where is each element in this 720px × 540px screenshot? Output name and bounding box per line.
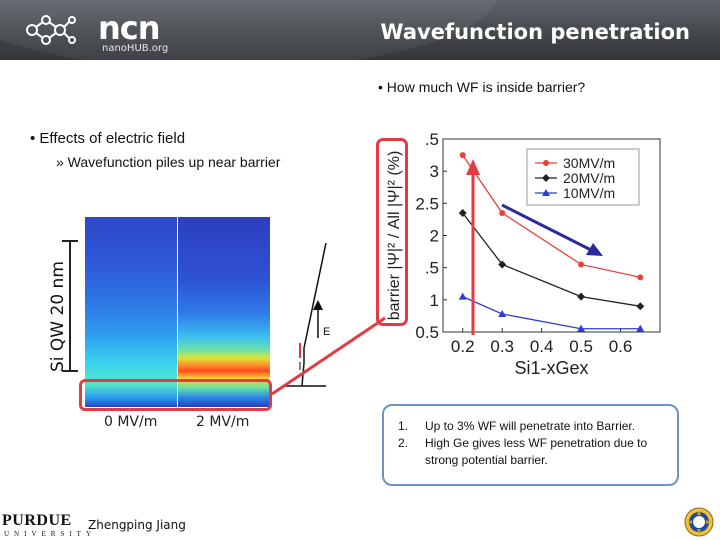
- data-point: [542, 189, 550, 196]
- panel-label-2mvm: 2 MV/m: [196, 414, 250, 430]
- data-point: [498, 260, 507, 269]
- field-label: E: [323, 326, 331, 338]
- qw-bracket: [62, 240, 78, 372]
- purdue-subtitle: UNIVERSITY: [4, 530, 96, 538]
- qw-axis-label: Si QW 20 nm: [48, 261, 68, 372]
- purdue-logo: PURDUE UNIVERSITY: [0, 512, 91, 540]
- sub-bullet: » Wavefunction piles up near barrier: [56, 154, 281, 170]
- y-axis-label: barrier |Ψ|² / All |Ψ|² (%): [386, 151, 403, 321]
- data-point: [637, 274, 644, 281]
- header-banner: ncn nanoHUB.org Wavefunction penetration: [0, 0, 720, 60]
- data-point: [459, 152, 466, 159]
- y-tick-label: 3: [430, 162, 439, 181]
- note-text: Up to 3% WF will penetrate into Barrier.: [425, 419, 636, 433]
- wavefunction-map-0mvm: [85, 217, 177, 407]
- y-tick-label: 0.5: [415, 323, 439, 342]
- x-tick-label: 0.6: [609, 337, 633, 356]
- y-tick-label: 2: [430, 227, 439, 246]
- purdue-wordmark: PURDUE: [2, 512, 72, 529]
- author-name: Zhengping Jiang: [88, 518, 186, 532]
- note-text: High Ge gives less WF penetration due to…: [425, 436, 648, 467]
- panel-label-0mvm: 0 MV/m: [104, 414, 158, 430]
- note-number: 2.: [398, 436, 409, 450]
- wavefunction-map-2mvm: [178, 217, 270, 407]
- data-point: [578, 261, 585, 268]
- notes-box: 1. Up to 3% WF will penetrate into Barri…: [382, 404, 679, 486]
- data-point: [499, 209, 506, 216]
- nsf-seal-icon: [684, 507, 714, 537]
- x-axis-label: Si1-xGex: [514, 358, 588, 375]
- data-point: [542, 174, 550, 182]
- page-title: Wavefunction penetration: [380, 20, 690, 44]
- y-tick-label: .5: [425, 130, 439, 149]
- field-sketch: [284, 242, 327, 387]
- data-point: [498, 309, 507, 317]
- note-number: 1.: [398, 419, 409, 433]
- penetration-chart: .532.52.510.50.2 0.3 0.4 0.5 0.6Si1-xGexbarr…: [386, 130, 661, 375]
- series-line: [462, 296, 641, 330]
- logo-wordmark: ncn: [98, 9, 161, 47]
- y-tick-label: 1: [430, 291, 439, 310]
- barrier-highlight-box: [79, 379, 272, 411]
- data-point: [543, 160, 549, 166]
- blue-arrow-head: [586, 243, 603, 256]
- x-tick-label: 0.4: [530, 337, 554, 356]
- data-point: [636, 302, 645, 311]
- x-tick-label: 0.3: [490, 337, 514, 356]
- legend-label: 30MV/m: [563, 155, 615, 171]
- data-point: [577, 292, 586, 301]
- question-bullet: • How much WF is inside barrier?: [378, 79, 586, 95]
- molecule-icon: [26, 15, 76, 45]
- data-point: [458, 208, 467, 217]
- note-item: 1. Up to 3% WF will penetrate into Barri…: [398, 418, 669, 435]
- x-tick-label: 0.2: [451, 337, 475, 356]
- legend-label: 20MV/m: [563, 170, 615, 186]
- note-item: 2. High Ge gives less WF penetration due…: [398, 435, 669, 469]
- legend-label: 10MV/m: [563, 185, 615, 201]
- data-point: [458, 292, 467, 300]
- effects-bullet: • Effects of electric field: [30, 130, 186, 147]
- series-line: [462, 154, 641, 278]
- blue-arrow-shaft: [501, 203, 594, 253]
- y-tick-label: 2.5: [415, 194, 439, 213]
- red-arrow-head: [466, 159, 480, 175]
- logo-subtitle: nanoHUB.org: [102, 43, 169, 54]
- series-line: [462, 212, 641, 307]
- y-tick-label: .5: [425, 259, 439, 278]
- ncn-logo: ncn nanoHUB.org: [22, 8, 172, 54]
- ylabel-highlight-box: [376, 138, 408, 326]
- data-point: [636, 324, 645, 332]
- x-tick-label: 0.5: [569, 337, 593, 356]
- data-point: [577, 324, 586, 332]
